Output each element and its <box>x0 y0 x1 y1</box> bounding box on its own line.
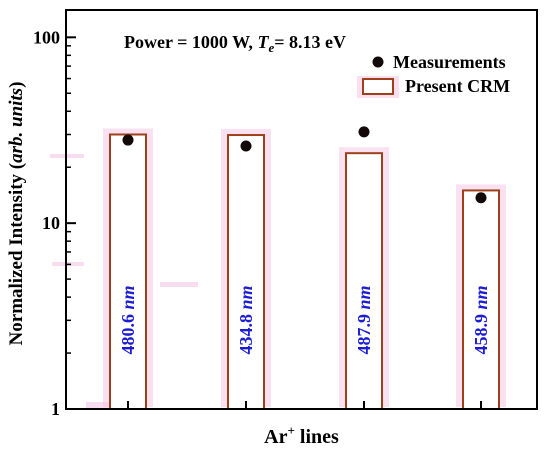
bar-label: 458.9 nm <box>471 285 491 354</box>
bar-label-unit: nm <box>471 285 491 309</box>
legend-marker-measurements <box>372 56 384 68</box>
y-tick-label: 10 <box>42 213 60 233</box>
measurement-point <box>240 140 252 152</box>
bar-label-unit: nm <box>118 285 138 309</box>
ticks-layer: 1 10 100 <box>33 27 482 419</box>
y-axis-label-close: ) <box>6 82 27 88</box>
bar <box>345 152 383 410</box>
annotation-te-subscript: e <box>268 40 274 55</box>
y-tick-label: 100 <box>33 27 60 47</box>
legend-label-measurements: Measurements <box>393 52 506 72</box>
bar <box>227 134 265 410</box>
bar-label: 434.8 nm <box>236 285 256 354</box>
bar-label-value: 487.9 <box>354 310 374 355</box>
bar-label: 487.9 nm <box>354 285 374 354</box>
x-axis-label-sup: + <box>288 423 295 438</box>
glow-fragment <box>86 402 122 408</box>
y-axis-label-main: Normalized Intensity ( <box>6 163 27 346</box>
bar-label-value: 480.6 <box>118 310 138 355</box>
glow-fragment <box>160 282 198 287</box>
chart-annotation: Power = 1000 W, Te= 8.13 eV <box>124 32 346 55</box>
bar <box>109 133 147 410</box>
annotation-te-value: = 8.13 eV <box>274 32 346 52</box>
bars-layer <box>109 133 500 410</box>
y-axis-label-units: arb. units <box>6 88 27 163</box>
y-tick-label: 1 <box>51 399 60 419</box>
measurement-point <box>358 126 370 138</box>
annotation-prefix: Power = 1000 W, <box>124 32 257 52</box>
bar-label: 480.6 nm <box>118 285 138 354</box>
y-axis-label: Normalized Intensity (arb. units) <box>6 82 27 346</box>
x-axis-label: Ar+ lines <box>264 423 339 448</box>
legend: Measurements Present CRM <box>357 52 510 98</box>
bar-label-value: 458.9 <box>471 310 491 355</box>
measurement-point <box>122 134 134 146</box>
annotation-te-symbol: T <box>257 32 269 52</box>
points-layer <box>122 126 487 204</box>
plot-frame <box>65 9 538 410</box>
legend-box-present-crm <box>362 78 394 95</box>
x-axis-label-main: Ar <box>264 426 287 448</box>
bar-label-unit: nm <box>354 285 374 309</box>
x-axis-label-rest: lines <box>295 426 339 448</box>
legend-label-present-crm: Present CRM <box>405 76 510 96</box>
measurement-point <box>475 192 487 204</box>
bar-label-value: 434.8 <box>236 310 256 355</box>
bar-label-unit: nm <box>236 285 256 309</box>
